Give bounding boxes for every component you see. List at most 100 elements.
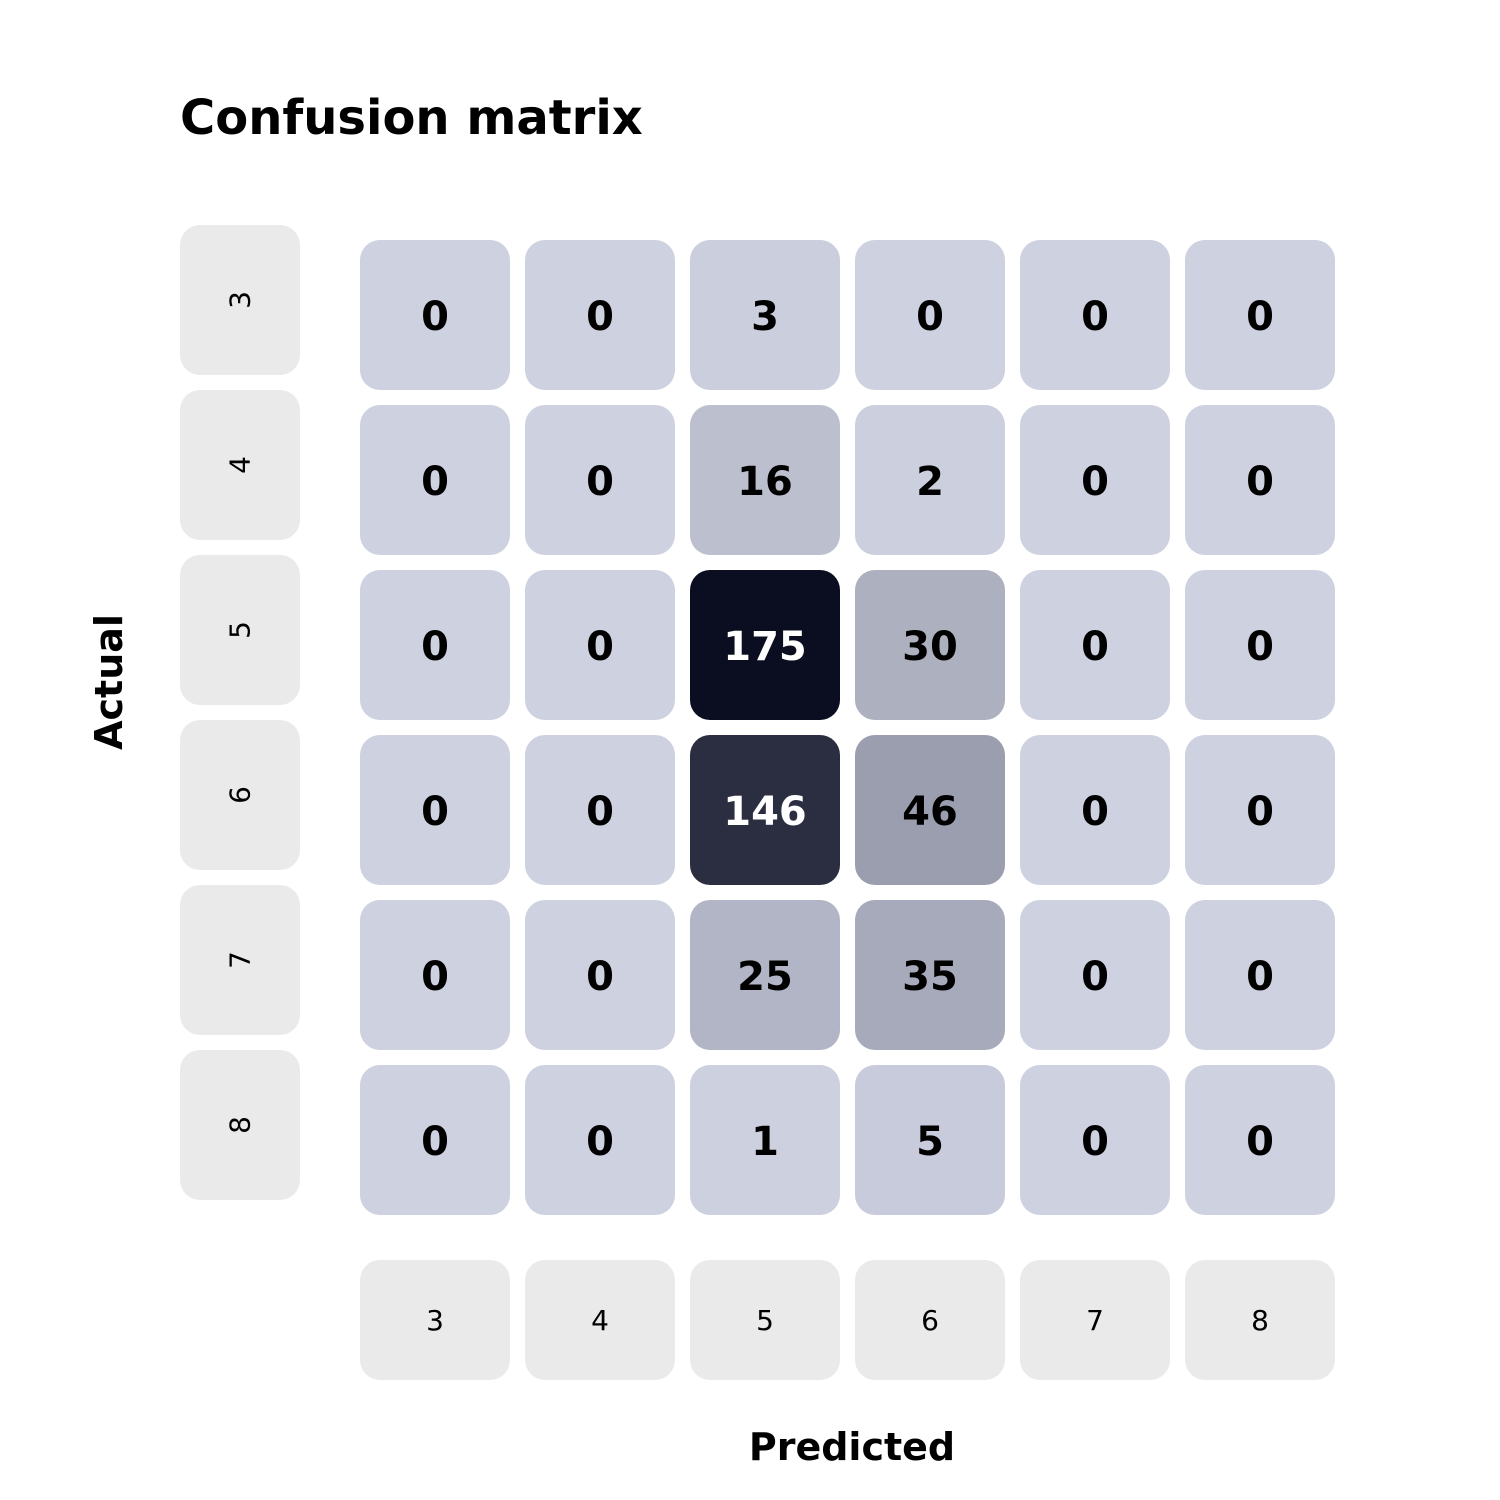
heatmap-cell-r5-c3	[855, 1065, 1005, 1215]
heatmap-cell-r5-c1	[525, 1065, 675, 1215]
heatmap-cell-r4-c2	[690, 900, 840, 1050]
x-tick-box-1	[525, 1260, 675, 1380]
y-tick-box-3	[180, 720, 300, 870]
x-tick-box-0	[360, 1260, 510, 1380]
cell-value-label-r0-c0: 0	[421, 294, 449, 340]
heatmap-cell-r0-c3	[855, 240, 1005, 390]
heatmap-cells: 0 0 3 0 0 00 0 16 2 0 00 0 175 30 0 00 0 146 46 0 00 0 25 35 0 00…	[360, 240, 1335, 1215]
cell-value-label-r3-c2: 146	[723, 789, 807, 835]
heatmap-cell-r4-c5	[1185, 900, 1335, 1050]
cell-value-label-r1-c4: 0	[1081, 459, 1109, 505]
cell-value-label-r1-c5: 0	[1246, 459, 1274, 505]
y-tick-label-1: 4	[224, 456, 257, 474]
heatmap-cell-r5-c4	[1020, 1065, 1170, 1215]
x-tick-box-3	[855, 1260, 1005, 1380]
heatmap-cell-r1-c5	[1185, 405, 1335, 555]
heatmap-cell-r1-c4	[1020, 405, 1170, 555]
y-tick-label-4: 7	[224, 951, 257, 969]
heatmap-cell-r3-c4	[1020, 735, 1170, 885]
y-tick-label-2: 5	[224, 621, 257, 639]
heatmap-cell-r4-c1	[525, 900, 675, 1050]
cell-value-label-r5-c2: 1	[751, 1119, 779, 1165]
cell-value-label-r3-c0: 0	[421, 789, 449, 835]
heatmap-cell-r4-c0	[360, 900, 510, 1050]
y-tick-label-3: 6	[224, 786, 257, 804]
heatmap-cell-r0-c2	[690, 240, 840, 390]
cell-value-label-r4-c2: 25	[737, 954, 793, 1000]
cell-value-label-r4-c4: 0	[1081, 954, 1109, 1000]
x-tick-label-0: 3	[426, 1304, 444, 1337]
heatmap-cell-r4-c4	[1020, 900, 1170, 1050]
heatmap-cell-r1-c0	[360, 405, 510, 555]
heatmap-cell-r1-c1	[525, 405, 675, 555]
cell-value-label-r5-c3: 5	[916, 1119, 944, 1165]
heatmap-cell-r5-c0	[360, 1065, 510, 1215]
cell-value-label-r0-c2: 3	[751, 294, 779, 340]
cell-value-label-r4-c1: 0	[586, 954, 614, 1000]
cell-value-label-r0-c4: 0	[1081, 294, 1109, 340]
x-tick-box-5	[1185, 1260, 1335, 1380]
x-tick-label-1: 4	[591, 1304, 609, 1337]
y-tick-box-1	[180, 390, 300, 540]
heatmap-cell-r3-c0	[360, 735, 510, 885]
cell-value-label-r1-c2: 16	[737, 459, 793, 505]
heatmap-cell-r2-c5	[1185, 570, 1335, 720]
heatmap-cell-r4-c3	[855, 900, 1005, 1050]
y-tick-labels: 3 4 5 6 7 8	[180, 225, 300, 1200]
x-tick-box-2	[690, 1260, 840, 1380]
heatmap-cell-r0-c0	[360, 240, 510, 390]
cell-value-label-r0-c5: 0	[1246, 294, 1274, 340]
x-tick-label-4: 7	[1086, 1304, 1104, 1337]
x-tick-box-4	[1020, 1260, 1170, 1380]
x-tick-labels: 3 4 5 6 7 8	[360, 1260, 1335, 1380]
x-tick-label-5: 8	[1251, 1304, 1269, 1337]
y-tick-box-2	[180, 555, 300, 705]
heatmap-cell-r0-c5	[1185, 240, 1335, 390]
heatmap-cell-r2-c0	[360, 570, 510, 720]
cell-value-label-r2-c3: 30	[902, 624, 958, 670]
cell-value-label-r1-c1: 0	[586, 459, 614, 505]
cell-value-label-r3-c3: 46	[902, 789, 958, 835]
y-tick-box-0	[180, 225, 300, 375]
heatmap-cell-r0-c1	[525, 240, 675, 390]
heatmap-cell-r0-c4	[1020, 240, 1170, 390]
x-tick-label-2: 5	[756, 1304, 774, 1337]
heatmap-cell-r2-c4	[1020, 570, 1170, 720]
heatmap-cell-r2-c2	[690, 570, 840, 720]
heatmap-cell-r5-c5	[1185, 1065, 1335, 1215]
heatmap-cell-r3-c2	[690, 735, 840, 885]
cell-value-label-r0-c1: 0	[586, 294, 614, 340]
cell-value-label-r5-c0: 0	[421, 1119, 449, 1165]
cell-value-label-r4-c3: 35	[902, 954, 958, 1000]
cell-value-label-r2-c1: 0	[586, 624, 614, 670]
x-axis-title: Predicted	[749, 1425, 955, 1469]
cell-value-label-r4-c5: 0	[1246, 954, 1274, 1000]
heatmap-cell-r1-c2	[690, 405, 840, 555]
x-tick-label-3: 6	[921, 1304, 939, 1337]
heatmap-cell-r3-c3	[855, 735, 1005, 885]
chart-title: Confusion matrix	[180, 90, 643, 146]
cell-value-label-r3-c1: 0	[586, 789, 614, 835]
heatmap-cell-r2-c1	[525, 570, 675, 720]
cell-value-label-r5-c5: 0	[1246, 1119, 1274, 1165]
heatmap-cell-r1-c3	[855, 405, 1005, 555]
cell-value-label-r3-c4: 0	[1081, 789, 1109, 835]
heatmap-cell-r5-c2	[690, 1065, 840, 1215]
y-tick-label-5: 8	[224, 1116, 257, 1134]
y-tick-box-5	[180, 1050, 300, 1200]
cell-value-label-r5-c1: 0	[586, 1119, 614, 1165]
cell-value-label-r1-c0: 0	[421, 459, 449, 505]
cell-value-label-r5-c4: 0	[1081, 1119, 1109, 1165]
cell-value-label-r2-c0: 0	[421, 624, 449, 670]
cell-value-label-r3-c5: 0	[1246, 789, 1274, 835]
heatmap-cell-r3-c1	[525, 735, 675, 885]
heatmap-cell-r3-c5	[1185, 735, 1335, 885]
y-tick-label-0: 3	[224, 291, 257, 309]
cell-value-label-r4-c0: 0	[421, 954, 449, 1000]
heatmap-cell-r2-c3	[855, 570, 1005, 720]
cell-value-label-r2-c4: 0	[1081, 624, 1109, 670]
cell-value-label-r2-c5: 0	[1246, 624, 1274, 670]
cell-value-label-r1-c3: 2	[916, 459, 944, 505]
cell-value-label-r0-c3: 0	[916, 294, 944, 340]
